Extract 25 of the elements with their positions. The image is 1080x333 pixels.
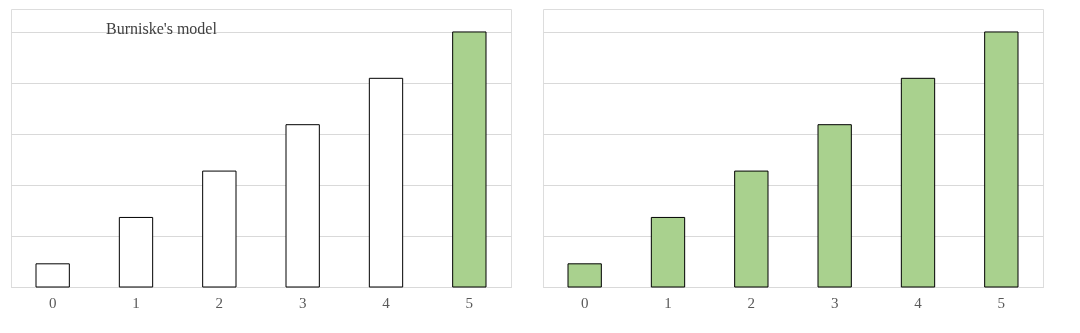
chart-title: Burniske's model: [106, 20, 218, 37]
bar: [285, 124, 320, 288]
bar: [118, 216, 154, 288]
bar: [817, 124, 852, 288]
bar: [452, 31, 487, 288]
x-tick-label: 3: [298, 294, 307, 311]
x-tick-label: 2: [747, 294, 756, 311]
bar: [734, 170, 769, 288]
x-tick-label: 4: [914, 294, 923, 311]
bar: [35, 263, 70, 288]
bar: [984, 31, 1019, 288]
x-tick-label: 1: [664, 294, 672, 311]
bar: [368, 77, 404, 288]
bar: [567, 263, 602, 288]
x-tick-label: 5: [465, 294, 474, 311]
x-tick-label: 5: [997, 294, 1006, 311]
x-tick-label: 0: [580, 294, 589, 311]
x-tick-label: 3: [830, 294, 839, 311]
x-tick-label: 0: [48, 294, 57, 311]
bar: [202, 170, 237, 288]
bar: [900, 77, 936, 288]
x-tick-label: 4: [382, 294, 391, 311]
bar: [650, 216, 686, 288]
x-tick-label: 2: [215, 294, 224, 311]
x-tick-label: 1: [132, 294, 140, 311]
